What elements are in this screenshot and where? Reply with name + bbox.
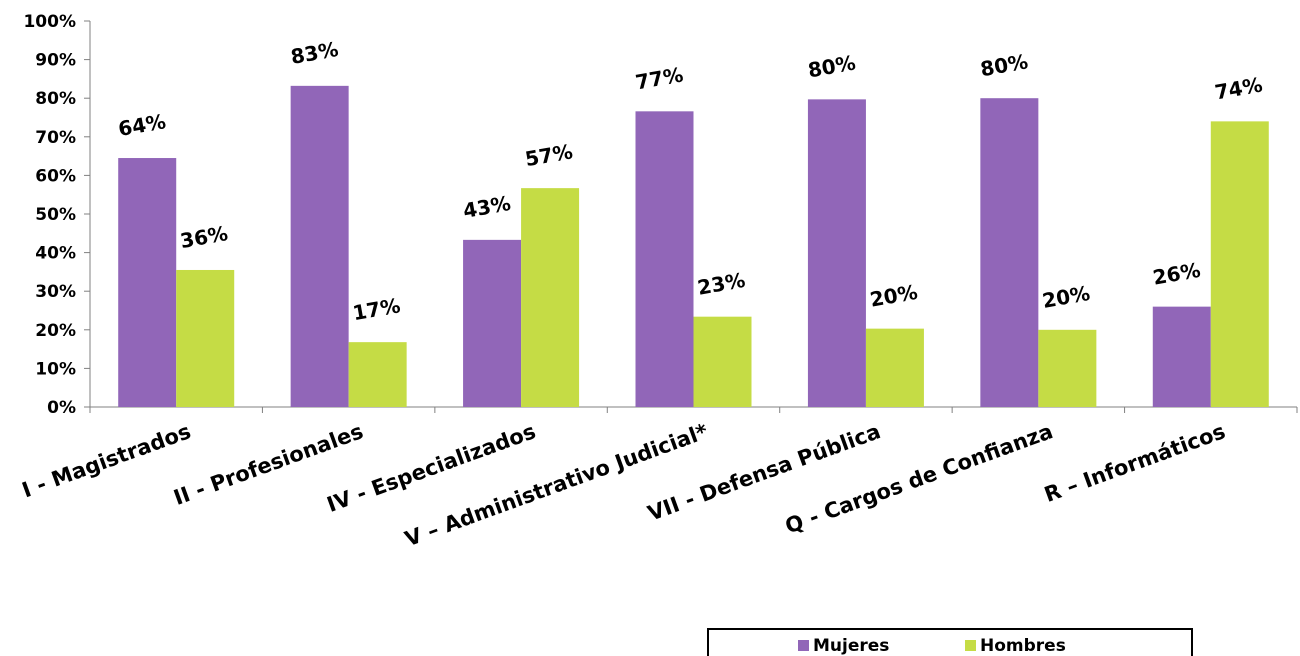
y-tick-label: 50% — [35, 205, 76, 225]
data-label: 20% — [868, 280, 919, 312]
category-label: Q - Cargos de Confianza — [782, 419, 1056, 538]
y-tick-label: 90% — [35, 51, 76, 71]
y-tick-label: 20% — [35, 321, 76, 341]
y-tick-label: 80% — [35, 89, 76, 109]
data-label: 77% — [634, 62, 685, 94]
legend-box — [707, 628, 1193, 656]
category-label: V – Administrativo Judicial* — [402, 419, 711, 551]
y-tick-label: 40% — [35, 244, 76, 264]
bar-hombres — [865, 328, 924, 407]
bar-mujeres — [980, 98, 1039, 407]
category-label: R – Informáticos — [1041, 419, 1228, 507]
data-label: 80% — [806, 50, 857, 82]
data-label: 57% — [523, 139, 574, 171]
legend-label: Hombres — [980, 636, 1066, 656]
bar-hombres — [521, 188, 580, 407]
y-tick-label: 0% — [47, 398, 76, 418]
data-label: 23% — [696, 268, 747, 300]
bar-hombres — [1210, 121, 1269, 408]
data-label: 43% — [461, 191, 512, 223]
y-tick-label: 30% — [35, 282, 76, 302]
y-tick-label: 70% — [35, 128, 76, 148]
data-label: 74% — [1213, 72, 1264, 104]
bar-hombres — [348, 342, 407, 407]
bar-mujeres — [463, 239, 522, 407]
data-label: 26% — [1151, 258, 1202, 290]
legend-label: Mujeres — [813, 636, 889, 656]
data-label: 17% — [351, 293, 402, 325]
legend: Mujeres Hombres — [707, 628, 1193, 656]
data-label: 20% — [1040, 281, 1091, 313]
y-tick-label: 60% — [35, 166, 76, 186]
data-label: 80% — [978, 49, 1029, 81]
bar-mujeres — [290, 85, 349, 408]
category-label: I - Magistrados — [19, 419, 194, 502]
y-tick-label: 100% — [23, 12, 76, 32]
legend-swatch — [798, 640, 809, 651]
bar-mujeres — [635, 111, 694, 407]
data-label: 64% — [116, 109, 167, 141]
y-tick-label: 10% — [35, 359, 76, 379]
bar-hombres — [176, 269, 235, 407]
bar-mujeres — [1152, 306, 1211, 407]
data-label: 83% — [289, 37, 340, 69]
data-label: 36% — [178, 221, 229, 253]
bar-hombres — [1038, 329, 1097, 407]
bars — [118, 85, 1269, 408]
legend-swatch — [965, 640, 976, 651]
bar-hombres — [693, 316, 752, 407]
bar-mujeres — [807, 99, 866, 407]
bar-mujeres — [118, 158, 177, 407]
